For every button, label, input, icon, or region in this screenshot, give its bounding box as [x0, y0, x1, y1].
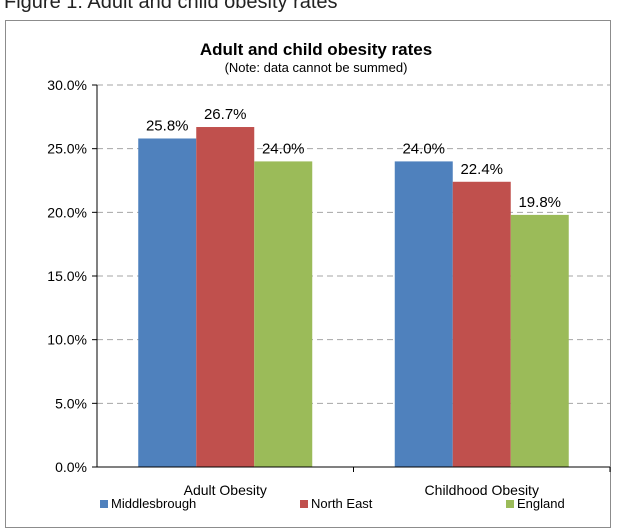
bar: [394, 161, 453, 467]
y-tick-label: 15.0%: [47, 268, 87, 284]
figure-caption: Figure 1: Adult and child obesity rates: [4, 0, 338, 13]
data-label: 24.0%: [402, 140, 445, 157]
data-label: 24.0%: [262, 140, 305, 157]
legend-swatch: [300, 500, 308, 508]
bar: [510, 214, 569, 467]
data-label: 22.4%: [460, 161, 503, 178]
data-label: 26.7%: [204, 106, 247, 123]
bar: [452, 181, 511, 468]
legend-label: North East: [311, 496, 373, 511]
y-tick-label: 20.0%: [47, 204, 87, 220]
bar: [196, 127, 255, 468]
legend-swatch: [100, 500, 108, 508]
data-label: 25.8%: [146, 117, 189, 134]
chart-subtitle: (Note: data cannot be summed): [225, 60, 408, 75]
y-tick-label: 10.0%: [47, 332, 87, 348]
legend-label: Middlesbrough: [111, 496, 196, 511]
y-tick-label: 5.0%: [55, 395, 87, 411]
chart-title: Adult and child obesity rates: [200, 40, 432, 59]
data-label: 19.8%: [518, 194, 561, 211]
bar: [138, 138, 197, 468]
y-tick-label: 25.0%: [47, 141, 87, 157]
legend-label: England: [517, 496, 565, 511]
y-tick-label: 0.0%: [55, 459, 87, 475]
figure-caption-strip: Figure 1: Adult and child obesity rates: [0, 0, 617, 20]
y-tick-label: 30.0%: [47, 77, 87, 93]
bar: [254, 161, 313, 467]
legend-swatch: [506, 500, 514, 508]
category-label: Adult Obesity: [184, 482, 267, 498]
category-label: Childhood Obesity: [425, 482, 539, 498]
